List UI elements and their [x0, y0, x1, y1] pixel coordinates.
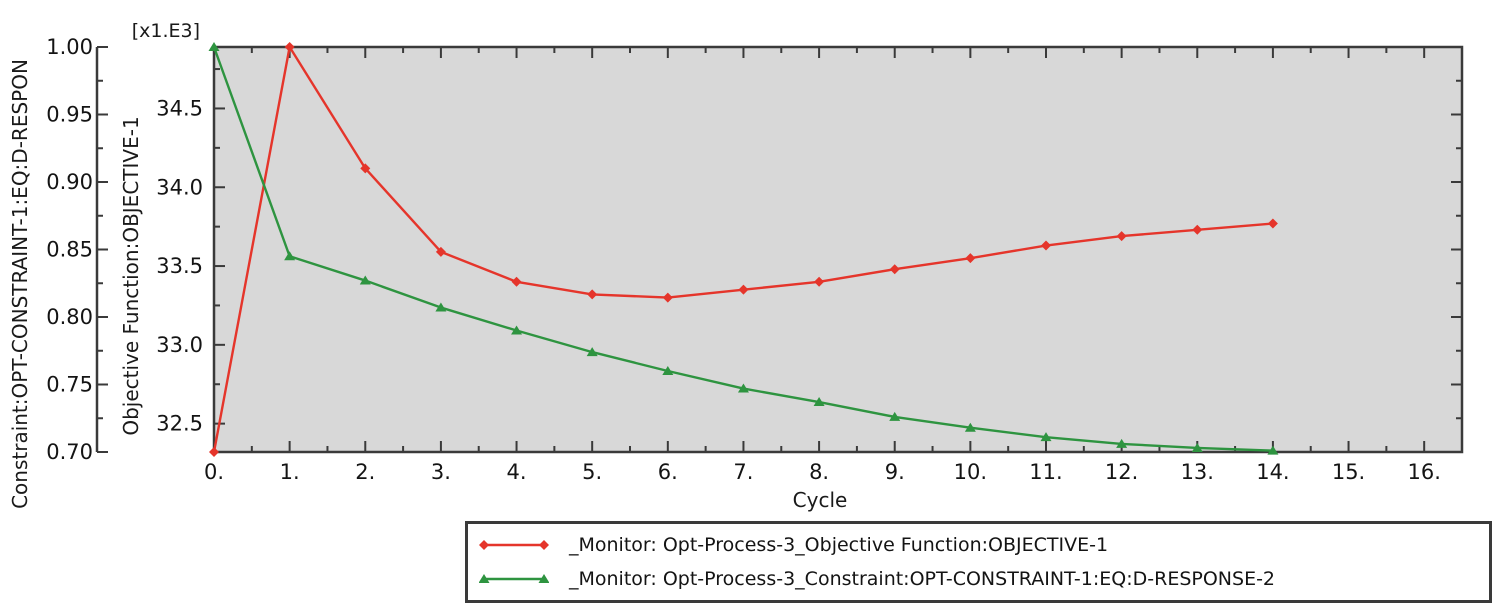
constraint-series-marker — [359, 275, 371, 285]
constraint-series-marker — [889, 411, 901, 421]
x-tick-label: 3. — [431, 460, 451, 484]
objective-series-marker — [1267, 218, 1278, 229]
x-tick-label: 16. — [1407, 460, 1440, 484]
constraint-tick-label: 0.80 — [46, 305, 93, 329]
x-tick-label: 15. — [1332, 460, 1365, 484]
x-tick-label: 12. — [1105, 460, 1138, 484]
objective-series[interactable] — [209, 42, 1278, 457]
objective-axis-title: Objective Function:OBJECTIVE-1 — [119, 116, 143, 436]
constraint-series-marker — [813, 397, 825, 407]
x-tick-label: 0. — [204, 460, 224, 484]
x-tick-label: 10. — [954, 460, 987, 484]
x-tick-label: 9. — [885, 460, 905, 484]
constraint-axis — [95, 46, 108, 453]
legend-swatch-marker — [538, 574, 549, 583]
objective-tick-label: 34.5 — [156, 96, 203, 120]
constraint-tick-label: 0.95 — [46, 103, 93, 127]
legend-entry-constraint: _Monitor: Opt-Process-3_Constraint:OPT-C… — [479, 566, 1489, 592]
objective-tick-label: 32.5 — [156, 412, 203, 436]
objective-series-marker — [1041, 240, 1051, 251]
constraint-series-marker — [1191, 442, 1203, 452]
objective-series-marker — [738, 284, 749, 295]
legend-swatch-marker — [539, 540, 549, 550]
x-tick-label: 1. — [280, 460, 300, 484]
constraint-tick-label: 0.85 — [46, 238, 93, 262]
constraint-axis-title: Constraint:OPT-CONSTRAINT-1:EQ:D-RESPON — [8, 59, 32, 509]
x-tick-label: 6. — [658, 460, 678, 484]
x-axis-title: Cycle — [792, 488, 848, 512]
constraint-series-marker — [208, 42, 220, 51]
objective-series-swatch — [479, 540, 549, 550]
x-tick-label: 4. — [507, 460, 527, 484]
constraint-series-swatch — [479, 574, 549, 583]
constraint-series-marker — [511, 325, 523, 335]
x-tick-label: 7. — [733, 460, 753, 484]
constraint-series-marker — [1116, 438, 1128, 448]
legend-label-constraint: _Monitor: Opt-Process-3_Constraint:OPT-C… — [569, 568, 1276, 590]
legend-swatch-marker — [479, 574, 490, 583]
constraint-series-marker — [284, 251, 296, 261]
constraint-series-marker — [1267, 445, 1279, 455]
constraint-series-marker — [586, 347, 598, 357]
constraint-series-marker — [435, 302, 447, 312]
legend-box: _Monitor: Opt-Process-3_Objective Functi… — [465, 521, 1492, 603]
objective-tick-label: 34.0 — [156, 175, 203, 199]
objective-tick-label: 33.5 — [156, 254, 203, 278]
constraint-tick-label: 0.75 — [46, 373, 93, 397]
objective-series-marker — [360, 163, 371, 174]
constraint-series-marker — [662, 366, 674, 375]
objective-series-marker — [965, 253, 976, 264]
objective-tick-label: 33.0 — [156, 333, 203, 357]
objective-series-marker — [511, 276, 522, 287]
constraint-series-marker — [1040, 432, 1052, 442]
legend-entry-objective: _Monitor: Opt-Process-3_Objective Functi… — [479, 532, 1489, 558]
x-tick-label: 2. — [355, 460, 375, 484]
constraint-series-marker — [737, 383, 749, 393]
objective-series-marker — [1116, 231, 1127, 242]
objective-series-marker — [209, 447, 219, 457]
plot-frame — [212, 45, 1464, 454]
legend-swatch-marker — [479, 540, 489, 550]
constraint-tick-label: 0.90 — [46, 170, 93, 194]
objective-series-marker — [284, 42, 295, 52]
objective-series-marker — [814, 276, 825, 287]
x-tick-label: 8. — [809, 460, 829, 484]
constraint-series[interactable] — [208, 42, 1279, 455]
objective-series-marker — [662, 292, 673, 303]
objective-series-marker — [1192, 224, 1203, 235]
x-tick-label: 14. — [1256, 460, 1289, 484]
objective-series-marker — [435, 246, 446, 257]
axis-scale-note: [x1.E3] — [131, 20, 200, 42]
constraint-tick-label: 1.00 — [46, 35, 93, 59]
plot-background — [214, 47, 1462, 452]
x-tick-label: 11. — [1029, 460, 1062, 484]
objective-series-marker — [587, 289, 598, 300]
objective-series-marker — [889, 264, 900, 275]
x-tick-label: 13. — [1181, 460, 1214, 484]
constraint-series-marker — [964, 422, 976, 432]
x-tick-label: 5. — [582, 460, 602, 484]
constraint-tick-label: 0.70 — [46, 440, 93, 464]
legend-label-objective: _Monitor: Opt-Process-3_Objective Functi… — [569, 534, 1109, 556]
